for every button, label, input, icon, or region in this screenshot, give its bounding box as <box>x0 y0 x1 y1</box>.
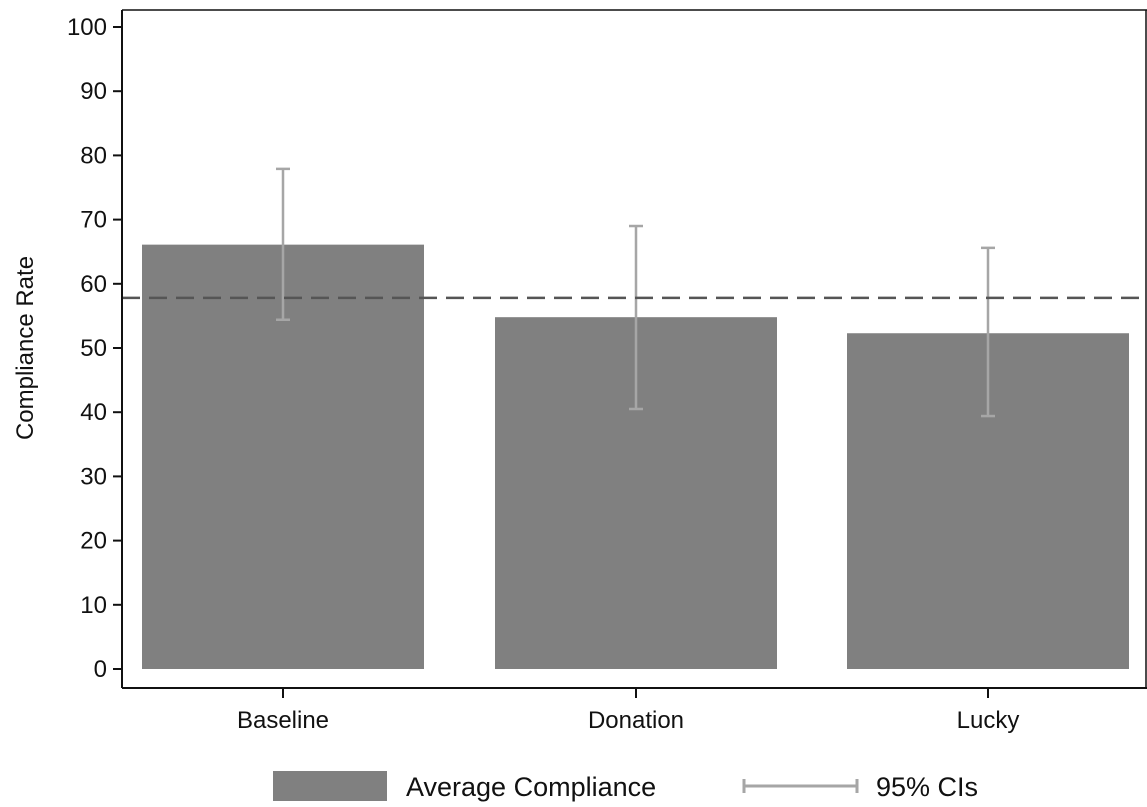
y-tick-label-80: 80 <box>80 142 107 169</box>
y-tick-label-30: 30 <box>80 463 107 490</box>
y-tick-label-100: 100 <box>67 14 107 41</box>
legend-label-ci: 95% CIs <box>876 772 978 802</box>
x-tick-label-donation: Donation <box>588 707 684 734</box>
y-tick-label-10: 10 <box>80 592 107 619</box>
error-bars-layer <box>276 167 995 418</box>
y-tick-label-50: 50 <box>80 335 107 362</box>
legend: Average Compliance 95% CIs <box>273 771 978 802</box>
legend-label-average-compliance: Average Compliance <box>406 772 656 802</box>
y-tick-label-0: 0 <box>94 656 107 683</box>
x-tick-label-baseline: Baseline <box>237 707 329 734</box>
y-axis-title: Compliance Rate <box>12 256 39 440</box>
x-tick-label-lucky: Lucky <box>957 707 1020 734</box>
y-tick-label-70: 70 <box>80 207 107 234</box>
legend-swatch-average-compliance <box>273 771 387 801</box>
y-tick-label-20: 20 <box>80 528 107 555</box>
axes-layer: 0 10 20 30 40 50 60 70 80 90 100 Baseline Donation Lu… <box>67 9 1147 734</box>
y-tick-label-40: 40 <box>80 399 107 426</box>
y-tick-label-60: 60 <box>80 271 107 298</box>
y-tick-label-90: 90 <box>80 78 107 105</box>
